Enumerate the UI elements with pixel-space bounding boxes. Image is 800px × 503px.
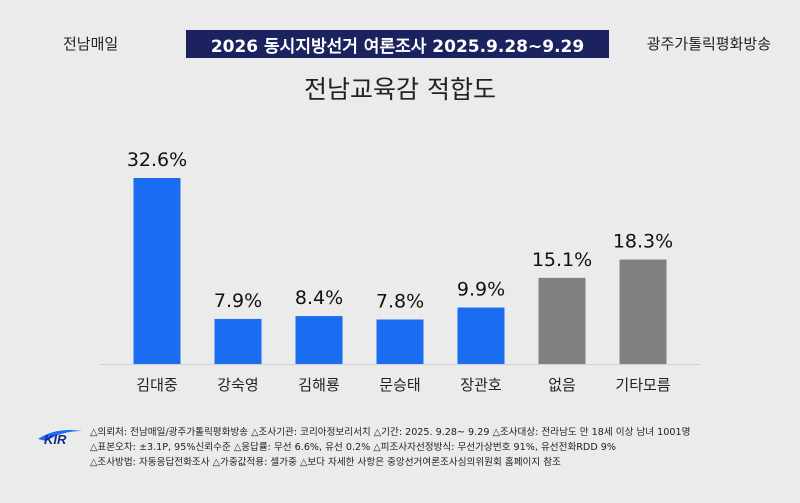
- bar-chart: 32.6% 김대중 7.9% 강숙영 8.4% 김해룡 7.8% 문승태 9.9% 장관호 15.1…: [100, 149, 700, 394]
- survey-footnote: △의뢰처: 전남매일/광주가톨릭평화방송 △조사기관: 코리아정보리서치 △기간…: [90, 425, 690, 470]
- header-source-left: 전남매일: [63, 35, 119, 53]
- bar-1: [214, 318, 262, 364]
- bar-4: [457, 307, 505, 364]
- header-source-right: 광주가톨릭평화방송: [646, 35, 771, 53]
- data-label-5: 15.1%: [532, 249, 592, 271]
- kir-logo: KIR: [38, 430, 82, 447]
- bar-2: [295, 316, 343, 364]
- header-banner: 2026 동시지방선거 여론조사 2025.9.28~9.29: [186, 30, 609, 58]
- category-label-0: 김대중: [136, 376, 177, 394]
- category-label-3: 문승태: [379, 376, 420, 394]
- category-label-1: 강숙영: [217, 376, 258, 394]
- bar-5: [538, 277, 586, 364]
- category-label-5: 없음: [548, 376, 576, 394]
- data-label-3: 7.8%: [376, 290, 424, 312]
- bar-3: [376, 319, 424, 364]
- footnote-line-2: △표본오차: ±3.1P, 95%신뢰수준 △응답률: 무선 6.6%, 유선 …: [90, 442, 616, 453]
- category-label-2: 김해룡: [298, 376, 340, 394]
- footnote-line-1: △의뢰처: 전남매일/광주가톨릭평화방송 △조사기관: 코리아정보리서치 △기간…: [90, 427, 691, 438]
- data-label-4: 9.9%: [457, 279, 505, 301]
- data-label-6: 18.3%: [613, 231, 673, 253]
- data-label-2: 8.4%: [295, 287, 343, 309]
- category-label-4: 장관호: [460, 376, 502, 394]
- bar-0: [133, 178, 181, 364]
- chart-title: 전남교육감 적합도: [304, 75, 496, 104]
- category-label-6: 기타모름: [615, 376, 670, 394]
- logo-text: KIR: [44, 432, 67, 447]
- bar-6: [619, 259, 667, 364]
- data-label-0: 32.6%: [127, 149, 187, 171]
- footnote-line-3: △조사방법: 자동응답전화조사 △가중값적용: 셀가중 △보다 자세한 사항은 …: [90, 457, 561, 468]
- data-label-1: 7.9%: [214, 290, 262, 312]
